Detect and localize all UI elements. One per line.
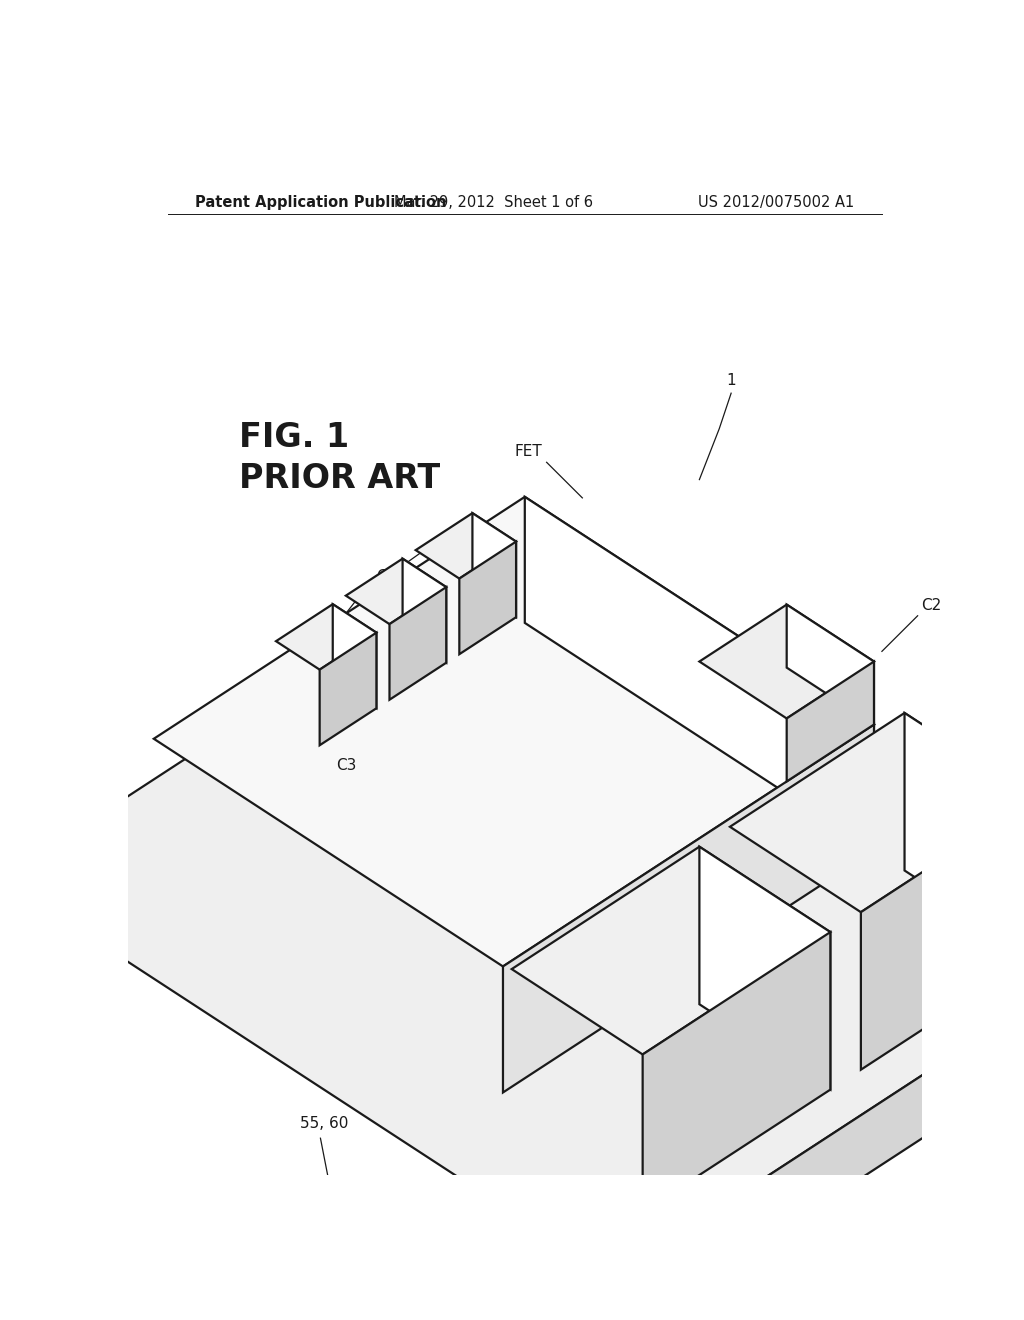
Polygon shape: [276, 605, 377, 669]
Text: 55, 60: 55, 60: [300, 1117, 348, 1131]
Text: PRIOR ART: PRIOR ART: [240, 462, 440, 495]
Text: L1: L1: [321, 620, 339, 636]
Polygon shape: [333, 605, 377, 709]
Text: FET: FET: [515, 445, 543, 459]
Text: Mar. 29, 2012  Sheet 1 of 6: Mar. 29, 2012 Sheet 1 of 6: [393, 194, 593, 210]
Text: Patent Application Publication: Patent Application Publication: [196, 194, 446, 210]
Polygon shape: [699, 846, 830, 1089]
Polygon shape: [904, 713, 1024, 956]
Polygon shape: [861, 799, 1024, 1069]
Polygon shape: [643, 932, 830, 1212]
Polygon shape: [472, 513, 516, 618]
Polygon shape: [416, 513, 516, 578]
Polygon shape: [402, 558, 446, 663]
Polygon shape: [524, 496, 873, 850]
Polygon shape: [524, 537, 1024, 999]
Text: C2: C2: [922, 598, 942, 612]
Text: US 2012/0075002 A1: US 2012/0075002 A1: [698, 194, 854, 210]
Polygon shape: [154, 496, 873, 966]
Text: 1: 1: [726, 374, 736, 388]
Polygon shape: [786, 661, 873, 781]
Text: C3: C3: [336, 758, 356, 774]
Polygon shape: [1, 537, 1024, 1278]
Polygon shape: [503, 725, 873, 1093]
Text: FIG. 1: FIG. 1: [240, 421, 349, 454]
Polygon shape: [512, 846, 830, 1055]
Text: C1: C1: [376, 569, 396, 585]
Polygon shape: [460, 541, 516, 655]
Polygon shape: [730, 713, 1024, 912]
Polygon shape: [699, 605, 873, 718]
Polygon shape: [319, 632, 377, 746]
Polygon shape: [786, 605, 873, 725]
Polygon shape: [346, 558, 446, 624]
Polygon shape: [389, 587, 446, 700]
Polygon shape: [612, 936, 1024, 1320]
